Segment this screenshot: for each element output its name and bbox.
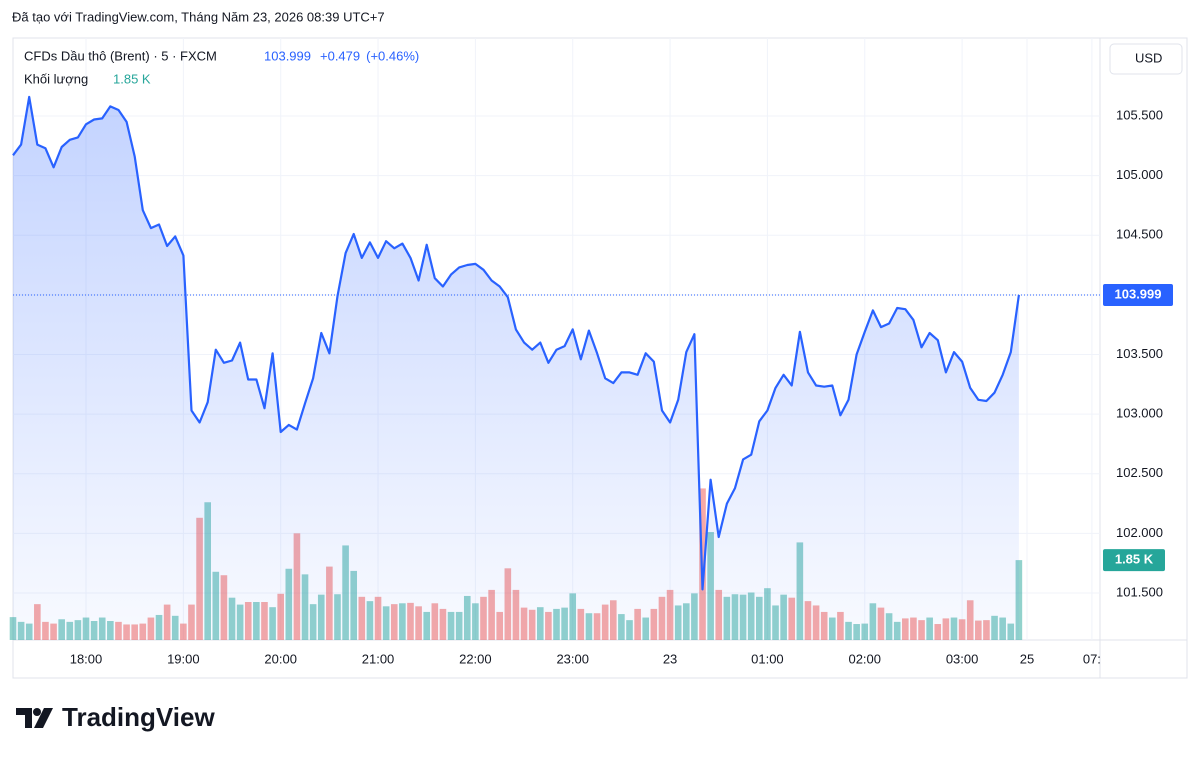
y-tick-label: 102.000 <box>1116 525 1163 540</box>
x-tick-label: 20:00 <box>264 651 297 666</box>
plot <box>12 95 1100 640</box>
currency[interactable]: USD <box>1135 50 1162 65</box>
volume-title: Khối lượng <box>24 71 88 86</box>
x-tick-label: 02:00 <box>848 651 881 666</box>
y-tick-label: 105.000 <box>1116 167 1163 182</box>
volume-value: 1.85 K <box>113 71 151 86</box>
x-tick-label: 07: <box>1083 651 1101 666</box>
x-tick-label: 23 <box>663 651 677 666</box>
price-area <box>13 96 1019 640</box>
x-tick-label: 22:00 <box>459 651 492 666</box>
x-tick-label: 21:00 <box>362 651 395 666</box>
last-volume-label: 1.85 K <box>1115 552 1154 567</box>
logo-icon <box>16 708 53 728</box>
x-tick-label: 03:00 <box>946 651 979 666</box>
x-tick-label: 23:00 <box>556 651 589 666</box>
y-tick-label: 101.500 <box>1116 584 1163 599</box>
x-tick-label: 25 <box>1020 651 1034 666</box>
last-volume-box <box>1103 549 1165 572</box>
x-tick-label: 01:00 <box>751 651 784 666</box>
y-tick-label: 105.500 <box>1116 107 1163 122</box>
legend-change-pct: (+0.46%) <box>366 48 419 63</box>
axes: 101.500102.000102.500103.000103.500104.0… <box>70 107 1173 666</box>
legend-price: 103.999 <box>264 48 311 63</box>
x-tick-label: 18:00 <box>70 651 103 666</box>
x-tick-label: 19:00 <box>167 651 200 666</box>
currency-button[interactable] <box>1109 43 1183 75</box>
last-price-box <box>1103 283 1173 306</box>
header: Đã tạo với TradingView.com, Tháng Năm 23… <box>12 9 385 24</box>
y-tick-label: 103.000 <box>1116 406 1163 421</box>
symbol-title: CFDs Dầu thô (Brent) · 5 · FXCM <box>24 48 217 63</box>
price-line <box>12 95 1020 591</box>
legend-change: +0.479 <box>320 48 360 63</box>
logo-text: TradingView <box>62 702 215 732</box>
y-tick-label: 104.500 <box>1116 227 1163 242</box>
last-price-label: 103.999 <box>1115 286 1162 301</box>
y-tick-label: 103.500 <box>1116 346 1163 361</box>
y-tick-label: 102.500 <box>1116 465 1163 480</box>
